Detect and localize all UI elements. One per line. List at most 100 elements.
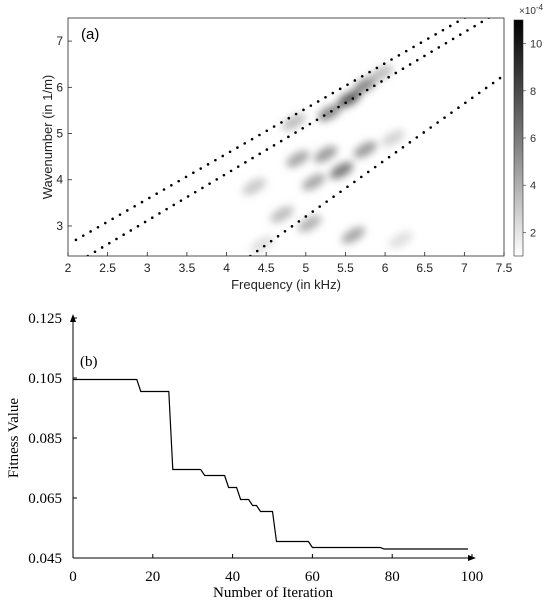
curve-0-dot [111,217,114,221]
colorbar-ticks: 2 4 6 8 10 [523,39,542,239]
curve-1-dot [172,203,176,207]
curve-1-dot [308,122,312,126]
curve-2-dot [491,81,495,85]
curve-0-dot [214,158,217,162]
curve-1-dot [150,216,154,219]
curve-2-dot [470,96,474,100]
curve-1-dot [408,63,412,66]
curve-0-dot [419,41,423,45]
curve-0-dot [456,20,459,24]
y-axis-a: 3 4 5 6 7 [56,34,72,233]
intensity-blob-11 [341,226,366,244]
x-axis-a: 2 2.5 3 3.5 4 4.5 5 5.5 6 6.5 7 7.5 [65,252,513,275]
curve-0-dot [81,234,85,237]
colorbar-tick-label: 6 [530,133,536,145]
intensity-blob-15 [381,129,405,147]
curve-0-dot [96,225,100,229]
curve-1-dot [193,190,197,194]
x-tick-label-a: 3 [144,261,151,275]
curve-1-dot [136,224,140,228]
curve-1-dot [495,12,498,15]
curve-2-dot [290,225,294,228]
panel-a: 2 2.5 3 3.5 4 4.5 5 5.5 6 6.5 7 7.5 3 4 5 6 7 (a) Frequ… [40,3,544,292]
colorbar-exponent: ×10-4 [519,3,544,17]
x-tick-label-b: 40 [225,569,240,585]
curve-2-dot [401,145,405,149]
curve-1-dot [373,84,376,88]
curve-2-dot [464,101,467,105]
x-tick-label-a: 6 [382,261,389,275]
curve-0-dot [140,200,144,204]
curve-0-dot [390,58,393,61]
curve-1-dot [451,37,455,41]
curve-1-dot [272,144,276,147]
curve-1-dot [208,182,211,185]
x-axis-b-label: Number of Iteration [213,585,333,601]
curve-2-dot [276,234,280,238]
curve-0-dot [177,179,180,183]
x-axis-a-label: Frequency (in kHz) [231,277,341,292]
curve-1-dot [394,71,398,75]
y-axis-b-label: Fitness Value [6,398,22,478]
curve-0-dot [397,54,401,57]
curve-0-dot [280,121,283,124]
y-tick-label-a: 5 [56,127,63,141]
curve-2-dot [380,160,384,164]
curve-1-dot [201,186,204,190]
y-tick-label-b: 0.125 [28,311,62,327]
curve-1-dot [244,161,247,164]
colorbar-tick-label: 8 [530,86,536,98]
curve-2-dot [353,180,356,184]
curve-0-dot [404,49,408,53]
curve-2-dot [394,150,398,154]
curve-0-dot [448,24,452,28]
curve-2-dot [498,76,502,80]
curve-0-dot [184,175,188,179]
x-tick-label-b: 80 [385,569,400,585]
curve-2-dot [311,210,315,213]
curve-2-dot [477,91,481,95]
curve-1-dot [129,229,133,232]
curve-1-dot [236,165,240,168]
y-tick-label-b: 0.105 [28,371,62,387]
curve-2-dot [304,215,308,218]
curve-1-dot [186,195,190,198]
intensity-blob-6 [302,173,326,191]
curve-2-dot [422,131,426,134]
curve-1-dot [444,41,448,45]
curve-1-dot [423,54,426,58]
y-tick-label-a: 4 [56,173,63,187]
curve-1-dot [258,152,262,156]
curve-1-dot [365,88,369,92]
curve-1-dot [165,207,168,211]
curve-1-dot [229,169,233,173]
curve-2-dot [366,170,370,174]
curve-0-dot [155,192,158,195]
curve-0-dot [434,33,437,36]
x-axis-b: 0 20 40 60 80 100 [69,554,483,585]
curve-0-dot [375,66,379,70]
curve-2-dot [283,229,287,233]
curve-1-dot [458,33,462,36]
curve-1-dot [387,75,390,79]
curve-2-dot [325,200,328,203]
curve-0-dot [368,70,371,74]
curve-0-dot [236,146,239,149]
curve-0-dot [221,154,225,158]
curve-1-dot [330,109,333,113]
x-tick-label-a: 4.5 [258,261,275,275]
intensity-blob-7 [313,146,338,163]
curve-0-dot [426,37,430,40]
intensity-blob-14 [369,65,393,82]
intensity-blob-12 [353,141,377,159]
y-tick-label-b: 0.065 [28,491,62,507]
curve-0-dot [199,167,203,170]
x-tick-label-a: 6.5 [416,261,433,275]
curve-1-dot [93,250,97,254]
curve-1-dot [415,58,419,62]
curve-0-dot [265,129,269,133]
x-tick-label-b: 60 [305,569,320,585]
intensity-blob-1 [250,236,274,253]
x-tick-label-a: 7.5 [496,261,513,275]
panel-b: 0 20 40 60 80 100 0.045 0.065 0.085 0.105 0.125 (… [6,311,483,601]
